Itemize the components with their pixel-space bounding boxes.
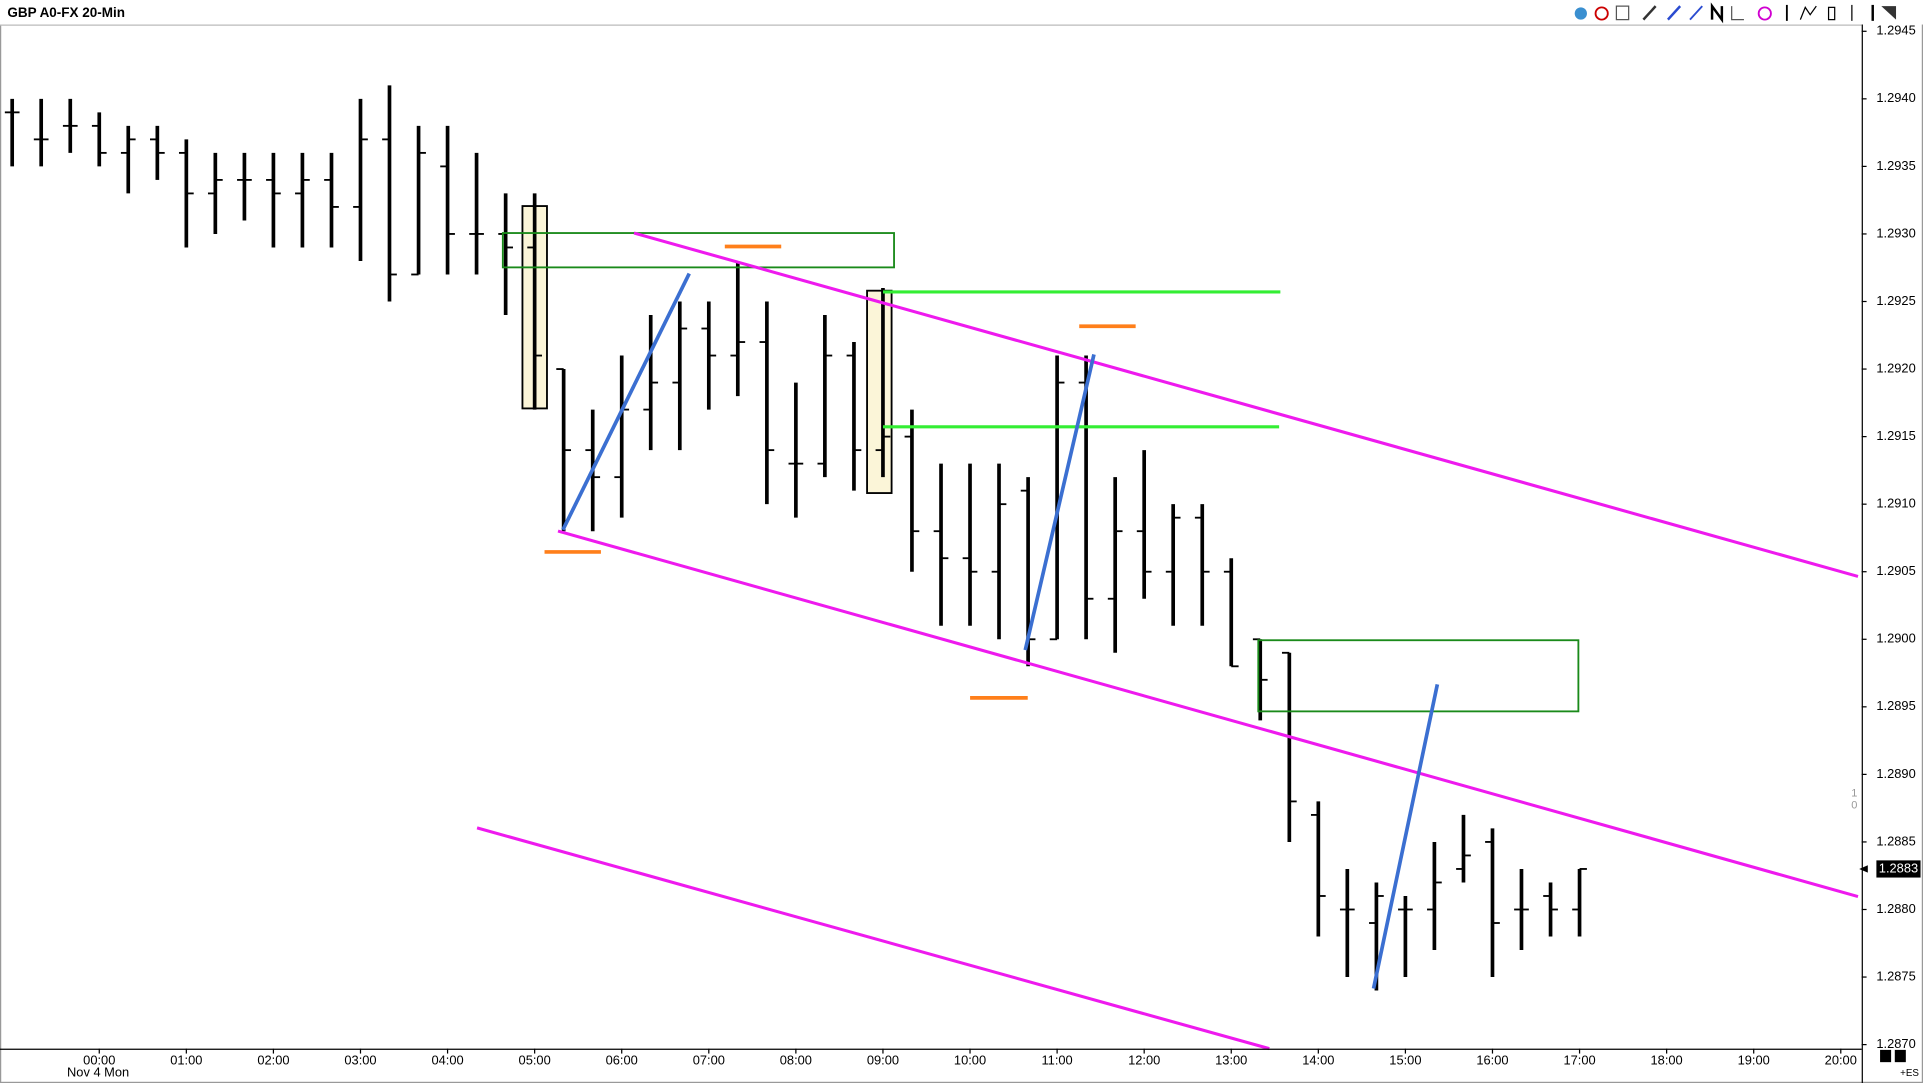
x-tick-label: 14:00 [1302,1052,1334,1067]
y-tick-label: 1.2885 [1876,833,1915,848]
last-price-label: 1.2883 [1879,860,1918,875]
x-tick-label: 10:00 [954,1052,986,1067]
tool-icon[interactable] [1710,2,1724,24]
tool-icon[interactable] [1881,6,1897,20]
x-tick-label: 08:00 [780,1052,812,1067]
drawings-front [476,231,1859,1051]
tool-icon[interactable] [1827,6,1836,21]
tool-icon[interactable] [1731,6,1744,21]
channel-line [633,231,1859,578]
corner-label: +ES [1900,1068,1919,1079]
x-tick-label: 20:00 [1825,1052,1857,1067]
chart-title: GBP A0-FX 20-Min [7,5,125,20]
x-tick-label: 11:00 [1041,1052,1072,1067]
tool-icon[interactable] [1799,5,1817,20]
tool-icon[interactable] [1615,5,1630,21]
side-label: 1 [1851,787,1857,799]
y-tick-label: 1.2925 [1876,293,1915,308]
x-tick-label: 06:00 [606,1052,638,1067]
trend-line [1023,354,1096,651]
x-date-label: Nov 4 Mon [67,1065,129,1080]
x-tick-label: 05:00 [519,1052,551,1067]
zone-box [1257,639,1580,713]
y-tick-label: 1.2945 [1876,23,1915,38]
tool-icon[interactable] [1667,5,1682,21]
x-tick-label: 16:00 [1476,1052,1508,1067]
tool-icon[interactable] [1642,5,1657,21]
x-tick-label: 17:00 [1563,1052,1595,1067]
x-tick-label: 00:00 [83,1052,115,1067]
last-price-arrow [1859,865,1868,873]
y-tick-label: 1.2935 [1876,158,1915,173]
y-tick-label: 1.2930 [1876,225,1915,240]
y-tick-label: 1.2905 [1876,563,1915,578]
corner-icon[interactable] [1894,1049,1906,1063]
y-tick-label: 1.2875 [1876,968,1915,983]
x-tick-label: 03:00 [344,1052,376,1067]
y-tick-label: 1.2910 [1876,496,1915,511]
y-tick-label: 1.2940 [1876,90,1915,105]
tool-icon[interactable] [1689,5,1703,21]
x-tick-label: 09:00 [867,1052,899,1067]
channel-line [476,826,1270,1051]
x-tick-label: 04:00 [431,1052,463,1067]
last-price-box [1876,860,1921,878]
side-label: 0 [1851,800,1857,812]
x-tick-label: 01:00 [170,1052,202,1067]
y-tick-label: 1.2900 [1876,631,1915,646]
x-tick-label: 19:00 [1738,1052,1770,1067]
tool-icon[interactable] [1757,6,1772,21]
channel-line [557,529,1859,899]
y-tick-label: 1.2890 [1876,766,1915,781]
trend-line [1371,684,1440,989]
y-tick-label: 1.2895 [1876,698,1915,713]
y-tick-label: 1.2870 [1876,1036,1915,1051]
x-tick-label: 12:00 [1128,1052,1160,1067]
x-tick-label: 13:00 [1215,1052,1247,1067]
x-tick-label: 02:00 [257,1052,289,1067]
corner-icon[interactable] [1880,1049,1892,1063]
trend-line [561,272,691,531]
y-tick-label: 1.2920 [1876,360,1915,375]
x-tick-label: 15:00 [1389,1052,1421,1067]
tool-icon[interactable] [1574,7,1587,20]
x-tick-label: 18:00 [1651,1052,1683,1067]
title-bar [0,0,1923,25]
toolbar [1574,2,1897,24]
zone-box [501,232,895,269]
y-tick-label: 1.2915 [1876,428,1915,443]
tool-icon[interactable] [1594,6,1609,21]
highlight-box [866,289,893,494]
price-bars [4,85,1587,991]
y-tick-label: 1.2880 [1876,901,1915,916]
x-tick-label: 07:00 [693,1052,725,1067]
